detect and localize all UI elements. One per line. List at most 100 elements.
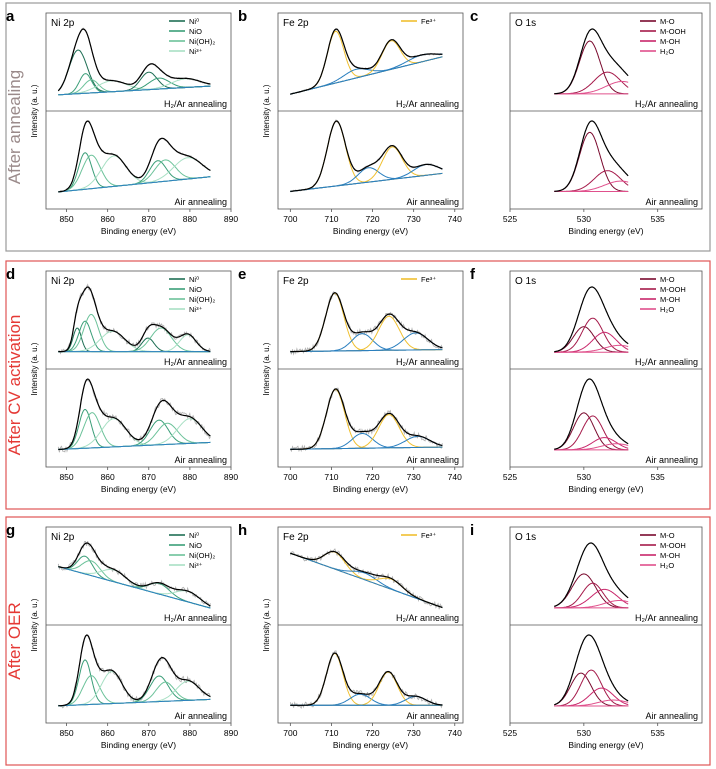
y-axis-label: Intensity (a. u.) — [262, 84, 271, 137]
x-tick-label: 850 — [59, 728, 73, 738]
x-tick-label: 870 — [142, 472, 156, 482]
envelope-line — [58, 286, 211, 353]
y-axis-label: Intensity (a. u.) — [30, 84, 39, 137]
panel-letter: h — [238, 522, 247, 539]
panel-title: O 1s — [515, 18, 536, 29]
x-tick-label: 860 — [101, 214, 115, 224]
legend-label: M-OH — [660, 295, 680, 304]
condition-label: H₂/Ar annealing — [396, 99, 459, 109]
component-peak — [58, 327, 211, 353]
section-frame — [5, 516, 711, 766]
x-tick-label: 535 — [651, 472, 665, 482]
legend-label: M-O — [660, 275, 675, 284]
x-tick-label: 880 — [183, 472, 197, 482]
section-frame — [5, 260, 711, 510]
envelope-line — [554, 378, 629, 450]
condition-label: H₂/Ar annealing — [396, 613, 459, 623]
x-tick-label: 890 — [224, 472, 238, 482]
x-tick-label: 720 — [365, 472, 379, 482]
envelope-line — [290, 28, 443, 95]
envelope-line — [58, 542, 211, 607]
panel-letter: d — [6, 266, 15, 283]
background-line — [290, 56, 443, 95]
x-tick-label: 850 — [59, 214, 73, 224]
legend-label: M-OH — [660, 551, 680, 560]
legend-label: M-OOH — [660, 27, 686, 36]
background-line — [58, 85, 211, 96]
component-peak — [58, 157, 211, 193]
legend-label: M-OH — [660, 37, 680, 46]
component-peak — [290, 333, 443, 353]
legend-label: Fe³⁺ — [421, 531, 436, 540]
panel-title: Fe 2p — [283, 532, 309, 543]
x-tick-label: 880 — [183, 214, 197, 224]
legend-label: Ni³⁺ — [189, 561, 203, 570]
legend-label: M-OOH — [660, 285, 686, 294]
component-peak — [554, 412, 629, 451]
x-tick-label: 890 — [224, 728, 238, 738]
component-peak — [290, 167, 443, 192]
section-2: After CV activation d Ni 2p Intensity (a. u… — [5, 260, 711, 510]
condition-label: H₂/Ar annealing — [396, 357, 459, 367]
component-peak — [58, 155, 211, 193]
envelope-line — [58, 634, 211, 707]
x-axis-label: Binding energy (eV) — [568, 226, 643, 236]
condition-label: Air annealing — [174, 197, 227, 207]
component-peak — [554, 669, 629, 707]
x-axis-label: Binding energy (eV) — [333, 226, 408, 236]
x-tick-label: 525 — [503, 214, 517, 224]
legend-label: M-O — [660, 531, 675, 540]
component-peak — [290, 40, 443, 95]
envelope-line — [290, 388, 443, 450]
x-tick-label: 710 — [324, 728, 338, 738]
background-line — [290, 552, 443, 609]
legend-label: Ni(OH)₂ — [189, 551, 215, 560]
envelope-line — [57, 28, 211, 92]
x-tick-label: 535 — [651, 214, 665, 224]
y-axis-label: Intensity (a. u.) — [262, 342, 271, 395]
panel-d: d Ni 2p Intensity (a. u.) 850 860 870 880 890 Bi… — [6, 266, 238, 494]
component-peak — [290, 332, 443, 353]
x-tick-label: 530 — [577, 472, 591, 482]
x-axis-label: Binding energy (eV) — [101, 740, 176, 750]
panel-c: c O 1s 525 530 535 Binding energy (eV) M-OM-OO… — [470, 8, 703, 236]
component-peak — [58, 327, 211, 353]
background-line — [58, 698, 211, 707]
condition-label: Air annealing — [645, 197, 698, 207]
x-tick-label: 740 — [448, 214, 462, 224]
legend-label: Ni(OH)₂ — [189, 37, 215, 46]
raw-data-line — [289, 650, 443, 710]
background-line — [290, 446, 443, 450]
y-axis-label: Intensity (a. u.) — [30, 598, 39, 651]
condition-label: H₂/Ar annealing — [164, 99, 227, 109]
legend-label: M-O — [660, 17, 675, 26]
panel-title: O 1s — [515, 532, 536, 543]
section-label: After OER — [5, 602, 24, 679]
condition-label: Air annealing — [645, 455, 698, 465]
legend-label: M-OOH — [660, 541, 686, 550]
component-peak — [554, 40, 629, 95]
condition-label: H₂/Ar annealing — [164, 357, 227, 367]
x-tick-label: 700 — [283, 728, 297, 738]
x-tick-label: 720 — [365, 728, 379, 738]
panel-title: Ni 2p — [51, 532, 75, 543]
x-tick-label: 525 — [503, 472, 517, 482]
legend-label: NiO — [189, 285, 202, 294]
component-peak — [554, 317, 629, 353]
panel-letter: i — [470, 522, 474, 539]
panel-letter: a — [6, 8, 15, 25]
y-axis-label: Intensity (a. u.) — [30, 342, 39, 395]
condition-label: H₂/Ar annealing — [164, 613, 227, 623]
component-peak — [290, 292, 443, 353]
condition-label: Air annealing — [174, 711, 227, 721]
background-line — [290, 172, 443, 192]
envelope-line — [554, 542, 629, 607]
section-1: After annealing a Ni 2p Intensity (a. u.) 85… — [5, 2, 711, 252]
envelope-line — [58, 378, 211, 451]
legend-label: Ni(OH)₂ — [189, 295, 215, 304]
raw-data-line — [57, 540, 211, 609]
envelope-line — [554, 634, 629, 706]
legend-label: Ni³⁺ — [189, 305, 203, 314]
legend-label: H₂O — [660, 561, 674, 570]
x-axis-label: Binding energy (eV) — [101, 226, 176, 236]
